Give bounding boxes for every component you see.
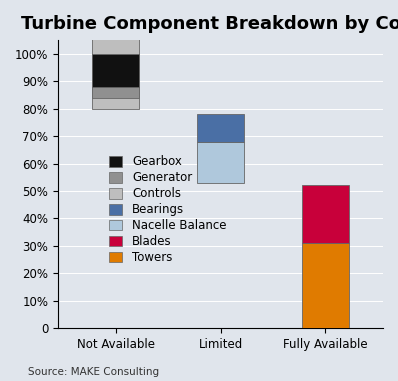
Bar [197, 142, 244, 183]
Bar [92, 87, 139, 98]
Bar [92, 54, 139, 87]
Bar [302, 243, 349, 328]
Text: Source: MAKE Consulting: Source: MAKE Consulting [28, 367, 159, 377]
Legend: Gearbox, Generator, Controls, Bearings, Nacelle Balance, Blades, Towers: Gearbox, Generator, Controls, Bearings, … [109, 155, 226, 264]
Bar [302, 186, 349, 243]
Bar [92, 0, 139, 109]
Title: Turbine Component Breakdown by Cost: Turbine Component Breakdown by Cost [21, 15, 398, 33]
Bar [197, 114, 244, 142]
